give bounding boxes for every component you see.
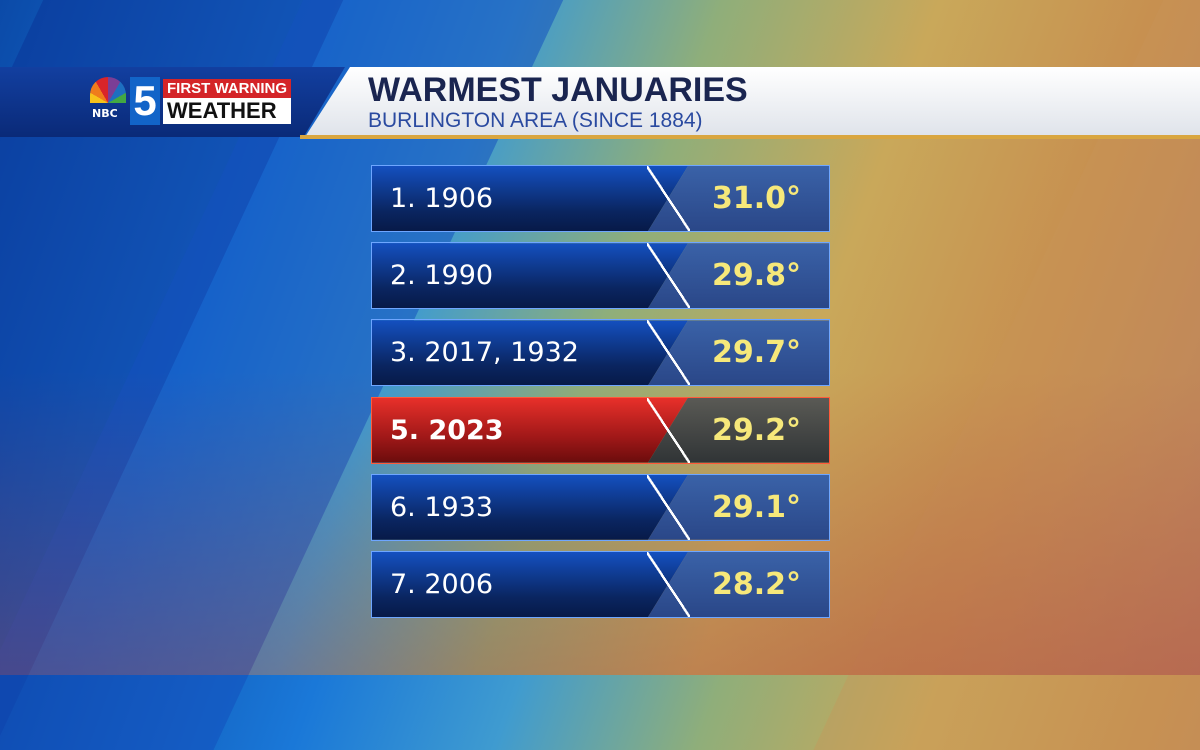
ranking-row: 1. 1906 31.0° <box>371 165 830 232</box>
brand-top: FIRST WARNING <box>163 78 291 98</box>
rank-year: 7. 2006 <box>390 569 494 600</box>
temperature-value: 29.2° <box>711 412 801 448</box>
label-panel <box>372 397 688 463</box>
divider-slash <box>647 474 690 540</box>
station-logo: NBC 5 FIRST WARNING WEATHER <box>90 77 291 125</box>
divider-slash <box>647 243 690 309</box>
rank-year: 5. 2023 <box>390 414 504 446</box>
brand-bottom: WEATHER <box>163 97 291 124</box>
label-panel <box>372 474 688 540</box>
label-panel <box>372 166 688 231</box>
ranking-row: 3. 2017, 1932 29.7° <box>371 319 830 387</box>
title-panel <box>305 67 1200 137</box>
header-banner: NBC 5 FIRST WARNING WEATHER WARMEST JANU… <box>0 67 1200 139</box>
ranking-row-highlighted: 5. 2023 29.2° <box>371 396 830 464</box>
rank-year: 3. 2017, 1932 <box>390 337 579 369</box>
network-label: NBC <box>92 107 118 120</box>
divider-slash <box>647 397 690 463</box>
channel-number: 5 <box>130 77 160 125</box>
temperature-value: 29.7° <box>711 335 801 371</box>
ranking-row: 2. 1990 29.8° <box>371 242 830 310</box>
page-subtitle: BURLINGTON AREA (SINCE 1884) <box>368 109 703 132</box>
temperature-value: 29.8° <box>711 258 801 294</box>
temperature-value: 28.2° <box>711 567 801 602</box>
rank-year: 2. 1990 <box>390 260 494 292</box>
temperature-value: 31.0° <box>711 181 801 216</box>
divider-slash <box>647 320 690 386</box>
rank-year: 1. 1906 <box>390 183 494 214</box>
divider-slash <box>647 552 690 617</box>
peacock-icon <box>90 77 126 103</box>
gold-divider <box>300 135 1200 139</box>
page-title: WARMEST JANUARIES <box>368 71 748 109</box>
label-panel <box>372 552 688 617</box>
rank-year: 6. 1933 <box>390 491 494 523</box>
label-panel <box>372 320 688 386</box>
ranking-row: 7. 2006 28.2° <box>371 551 830 618</box>
label-panel <box>372 243 688 309</box>
ranking-row: 6. 1933 29.1° <box>371 473 830 541</box>
divider-slash <box>647 166 690 231</box>
temperature-value: 29.1° <box>711 489 801 525</box>
